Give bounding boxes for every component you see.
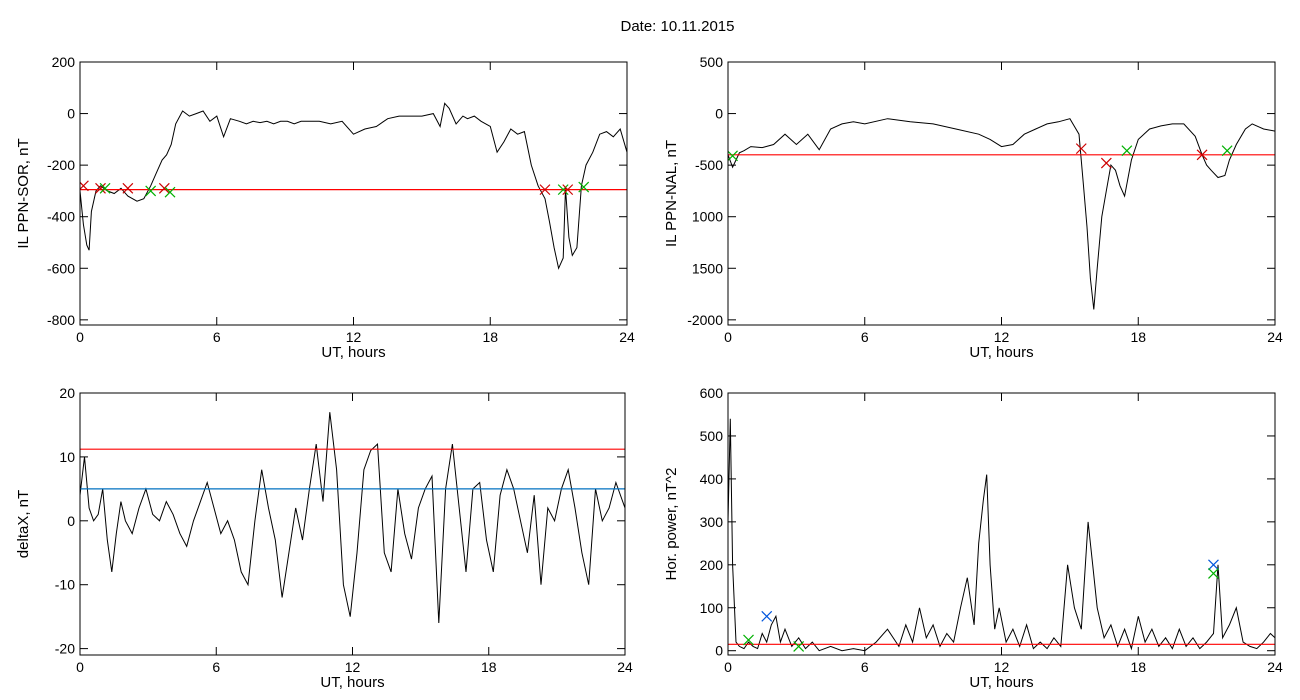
- plot-area: [728, 118, 1275, 310]
- marker-red: [122, 182, 134, 194]
- page-title: Date: 10.11.2015: [620, 18, 735, 35]
- marker-green: [728, 150, 738, 162]
- y-axis-label: IL PPN-NAL, nT: [663, 140, 680, 247]
- marker-blue: [761, 610, 773, 622]
- y-tick-label: 10: [59, 449, 75, 465]
- marker-green: [164, 186, 176, 198]
- x-tick-label: 0: [76, 659, 84, 675]
- y-tick-label: 1000: [692, 209, 723, 225]
- y-tick-label: -600: [47, 260, 75, 276]
- y-tick-label: 1500: [692, 260, 723, 276]
- panel-ppn-sor: 0 6 12 18 24 200 0 -200 -400 -600 -800 UT, hours IL …: [15, 54, 635, 361]
- marker-green: [1121, 145, 1133, 157]
- plot-area: [80, 412, 625, 624]
- marker-green: [743, 634, 754, 646]
- y-tick-label: 600: [700, 385, 724, 401]
- y-tick-label: -500: [695, 157, 723, 173]
- plot-area: [728, 418, 1275, 652]
- marker-red: [1196, 149, 1208, 161]
- x-tick-label: 6: [861, 659, 869, 675]
- marker-green: [793, 640, 805, 652]
- x-tick-label: 6: [213, 329, 221, 345]
- marker-green: [1208, 567, 1219, 579]
- marker-green: [145, 185, 157, 197]
- x-tick-label: 24: [1267, 659, 1283, 675]
- series-trace: [80, 412, 625, 624]
- x-tick-label: 0: [724, 329, 732, 345]
- x-tick-label: 6: [212, 659, 220, 675]
- y-tick-label: 0: [67, 513, 75, 529]
- x-tick-label: 18: [482, 329, 498, 345]
- y-tick-label: -20: [55, 641, 75, 657]
- panel-deltax: 0 6 12 18 24 20 10 0 -10 -20 UT, hours deltaX, nT: [15, 385, 633, 691]
- y-tick-label: 400: [700, 471, 724, 487]
- panel-ppn-nal: 0 6 12 18 24 500 0 -500 1000 1500 -2000 UT, hours IL…: [663, 54, 1283, 361]
- y-tick-label: -800: [47, 312, 75, 328]
- x-tick-label: 24: [619, 329, 635, 345]
- y-tick-label: 300: [700, 514, 724, 530]
- panel-hor-power: 0 6 12 18 24 600 500 400 300 200 100 0 UT, hours Hor.…: [663, 385, 1283, 691]
- y-tick-label: 500: [700, 54, 724, 70]
- plot-area: [80, 102, 627, 270]
- y-axis-label: deltaX, nT: [15, 490, 32, 558]
- x-tick-label: 12: [994, 659, 1010, 675]
- y-axis-label: IL PPN-SOR, nT: [15, 138, 32, 248]
- marker-red: [95, 182, 106, 194]
- x-tick-label: 24: [617, 659, 633, 675]
- plot-frame: [727, 392, 1276, 656]
- x-axis-label: UT, hours: [320, 674, 384, 691]
- y-tick-label: 100: [700, 600, 724, 616]
- y-tick-label: -400: [47, 209, 75, 225]
- x-axis-label: UT, hours: [321, 344, 385, 361]
- y-tick-label: 20: [59, 385, 75, 401]
- x-tick-label: 18: [481, 659, 497, 675]
- x-axis-label: UT, hours: [969, 344, 1033, 361]
- x-tick-label: 24: [1267, 329, 1283, 345]
- series-trace: [728, 118, 1275, 310]
- series-trace: [80, 102, 627, 270]
- y-tick-label: 200: [52, 54, 76, 70]
- x-axis-label: UT, hours: [969, 674, 1033, 691]
- y-tick-label: 0: [715, 643, 723, 659]
- y-tick-label: 500: [700, 428, 724, 444]
- marker-red: [1100, 157, 1112, 169]
- y-tick-label: 0: [715, 106, 723, 122]
- x-tick-label: 0: [724, 659, 732, 675]
- y-tick-label: 200: [700, 557, 724, 573]
- series-trace: [728, 418, 1275, 652]
- x-tick-label: 12: [345, 659, 361, 675]
- x-tick-label: 12: [346, 329, 362, 345]
- marker-green: [578, 181, 590, 193]
- plot-frame: [79, 61, 628, 326]
- plot-frame: [79, 392, 626, 656]
- marker-green: [1221, 145, 1233, 157]
- x-tick-label: 18: [1130, 329, 1146, 345]
- x-tick-label: 0: [76, 329, 84, 345]
- marker-red: [539, 184, 551, 196]
- y-axis-label: Hor. power, nT^2: [663, 468, 680, 581]
- x-tick-label: 18: [1130, 659, 1146, 675]
- x-tick-label: 12: [994, 329, 1010, 345]
- y-tick-label: -2000: [687, 312, 723, 328]
- y-tick-label: -200: [47, 157, 75, 173]
- marker-red: [1075, 143, 1087, 155]
- x-tick-label: 6: [861, 329, 869, 345]
- marker-red: [158, 182, 170, 194]
- y-tick-label: -10: [55, 577, 75, 593]
- marker-red: [562, 184, 574, 196]
- marker-green: [557, 184, 569, 196]
- y-tick-label: 0: [67, 106, 75, 122]
- marker-blue: [1208, 559, 1219, 571]
- marker-green: [99, 182, 111, 194]
- plot-frame: [727, 61, 1276, 326]
